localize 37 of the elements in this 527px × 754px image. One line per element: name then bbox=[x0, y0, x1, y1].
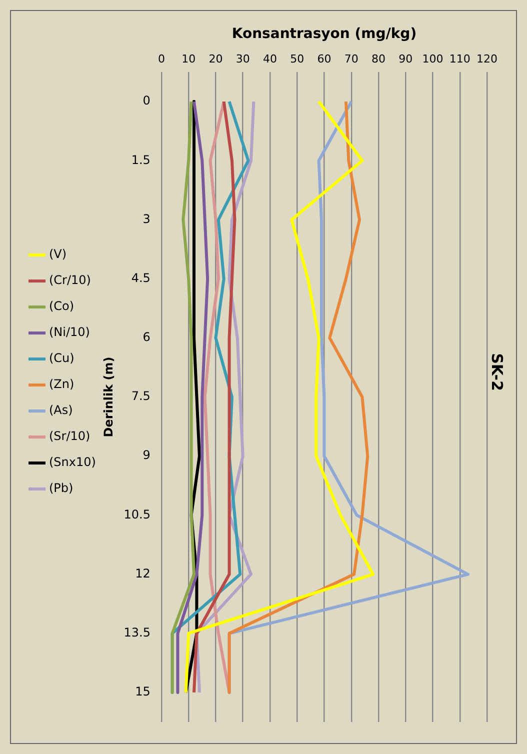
legend-label: (Pb) bbox=[49, 481, 74, 496]
text: SK-2 bbox=[488, 353, 506, 391]
y-tick-label: 3 bbox=[142, 212, 150, 226]
x-tick-label: 10 bbox=[182, 52, 196, 66]
y-tick-label: 10.5 bbox=[124, 507, 150, 522]
x-tick-label: 70 bbox=[344, 52, 358, 66]
y-tick-label: 1.5 bbox=[131, 152, 150, 167]
legend-label: (Sr/10) bbox=[49, 429, 90, 444]
x-tick-label: 100 bbox=[422, 52, 444, 66]
y-axis-title: Derinlik (m) bbox=[102, 356, 116, 438]
legend-label: (Ni/10) bbox=[49, 325, 90, 340]
x-tick-label: 40 bbox=[262, 52, 277, 66]
legend-label: (V) bbox=[49, 247, 67, 262]
x-tick-label: 20 bbox=[208, 52, 223, 66]
x-tick-label: 120 bbox=[476, 52, 498, 66]
y-tick-label: 4.5 bbox=[131, 270, 150, 285]
legend-label: (Zn) bbox=[49, 377, 74, 392]
x-tick-label: 110 bbox=[449, 52, 470, 66]
legend-label: (As) bbox=[49, 403, 73, 418]
legend-label: (Snx10) bbox=[49, 455, 96, 470]
x-tick-label: 60 bbox=[317, 52, 332, 66]
x-tick-label: 30 bbox=[236, 52, 250, 66]
y-tick-label: 7.5 bbox=[131, 389, 150, 404]
x-axis-title: Konsantrasyon (mg/kg) bbox=[232, 26, 417, 42]
legend-label: (Cr/10) bbox=[49, 273, 91, 288]
legend-label: (Cu) bbox=[49, 351, 74, 366]
y-tick-label: 6 bbox=[142, 330, 150, 344]
x-tick-label: 0 bbox=[158, 52, 165, 66]
legend-label: (Co) bbox=[49, 299, 74, 314]
x-tick-label: 90 bbox=[398, 52, 413, 66]
x-tick-label: 80 bbox=[371, 52, 386, 66]
y-tick-label: 0 bbox=[142, 94, 150, 108]
y-tick-label: 13.5 bbox=[124, 625, 150, 640]
y-tick-label: 9 bbox=[142, 448, 150, 462]
y-tick-label: 12 bbox=[135, 566, 150, 580]
x-tick-label: 50 bbox=[290, 52, 304, 66]
y-tick-label: 15 bbox=[135, 684, 150, 699]
